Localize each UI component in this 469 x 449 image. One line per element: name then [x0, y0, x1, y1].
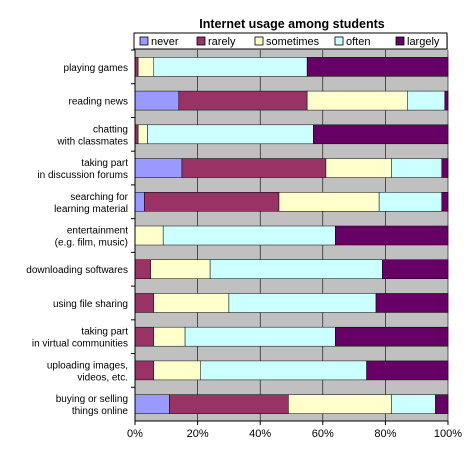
bar-segment-sometimes [150, 259, 211, 279]
bar-segment-largely [366, 360, 449, 381]
category-label-line: chatting [93, 124, 128, 135]
category-label: searching for learning material [54, 192, 129, 215]
bar-segment-sometimes [153, 360, 201, 381]
bar-segment-never [134, 192, 145, 212]
bar-segment-rarely [169, 394, 289, 414]
bar-segment-largely [335, 225, 449, 246]
legend-label-never: never [151, 36, 179, 48]
bar-segment-rarely [134, 259, 151, 279]
legend-swatch-never [139, 36, 149, 46]
category-label-line: using file sharing [53, 299, 128, 310]
category-label-line: playing games [64, 63, 128, 74]
legend-items: never rarely sometimes often largely [139, 36, 440, 48]
bar-segment-largely [306, 57, 449, 77]
bar-segment-never [134, 158, 183, 178]
category-label-line: in virtual communities [32, 339, 128, 350]
bar-segment-rarely [134, 360, 155, 381]
bar-segment-often [391, 158, 442, 178]
category-label-line: (e.g. film, music) [55, 238, 128, 249]
category-label-line: buying or selling [56, 394, 128, 405]
legend-swatch-largely [395, 36, 405, 46]
bar-segment-sometimes [278, 192, 380, 212]
bar-segment-never [134, 394, 170, 414]
bar-segment-rarely [134, 293, 155, 313]
category-label-line: entertainment [67, 226, 128, 237]
bar-segment-sometimes [288, 394, 392, 414]
bar-segment-sometimes [153, 326, 186, 347]
legend-box [133, 32, 448, 50]
x-tick-label: 100% [434, 428, 462, 440]
bar-segment-never [134, 90, 180, 111]
category-label-line: learning material [54, 204, 128, 215]
bar-segment-sometimes [325, 158, 392, 178]
bar-segment-rarely [181, 158, 327, 178]
category-label: using file sharing [53, 299, 128, 310]
bar-segment-largely [441, 158, 449, 178]
bar-segment-often [391, 394, 436, 414]
bar-segment-often [228, 293, 377, 313]
legend-label-rarely: rarely [208, 36, 236, 48]
category-label-line: downloading softwares [26, 265, 128, 276]
category-label-line: in discussion forums [37, 170, 128, 181]
category-label: entertainment (e.g. film, music) [55, 226, 129, 249]
bar-segment-largely [435, 394, 449, 414]
category-label-line: uploading images, [47, 360, 128, 371]
bar-segment-largely [444, 90, 449, 111]
x-tick-label: 40% [249, 428, 271, 440]
legend-label-largely: largely [407, 36, 440, 48]
bar-segment-rarely [144, 192, 280, 212]
bar-segment-sometimes [137, 124, 148, 145]
category-label: buying or selling things online [56, 394, 129, 417]
chart-title: Internet usage among students [199, 17, 384, 31]
bar-segment-often [162, 225, 336, 246]
bar-segment-sometimes [153, 293, 230, 313]
bar-segment-often [407, 90, 446, 111]
category-labels: playing games reading news chatting with cl… [26, 63, 128, 417]
bar-segment-often [153, 57, 308, 77]
legend: never rarely sometimes often largely [133, 32, 448, 50]
bar-segment-sometimes [134, 225, 164, 246]
x-tick-label: 0% [127, 428, 143, 440]
bar-segment-largely [335, 326, 449, 347]
bar-segment-sometimes [137, 57, 155, 77]
category-label-line: searching for [70, 192, 128, 203]
category-label: reading news [69, 97, 128, 108]
legend-label-sometimes: sometimes [266, 36, 320, 48]
category-label: taking part in virtual communities [32, 327, 128, 350]
category-label-line: things online [72, 406, 129, 417]
bar-segment-rarely [134, 326, 155, 347]
category-label: playing games [64, 63, 128, 74]
legend-swatch-sometimes [254, 36, 264, 46]
legend-label-often: often [346, 36, 370, 48]
bar-segment-often [378, 192, 442, 212]
bar-segment-often [200, 360, 367, 381]
legend-swatch-often [334, 36, 344, 46]
bar-segment-rarely [178, 90, 308, 111]
x-tick-label: 20% [187, 428, 209, 440]
category-label: chatting with classmates [56, 124, 128, 147]
category-label: uploading images, videos, etc. [47, 360, 128, 383]
bar-segment-largely [382, 259, 449, 279]
x-axis: 0% 20% 40% 60% 80% 100% [127, 49, 462, 440]
category-label: downloading softwares [26, 265, 128, 276]
category-label-line: taking part [81, 158, 128, 169]
bar-segment-largely [375, 293, 449, 313]
x-tick-label: 80% [374, 428, 396, 440]
bars-layer [134, 50, 449, 421]
category-label-line: with classmates [56, 136, 128, 147]
category-label: taking part in discussion forums [37, 158, 128, 181]
bar-segment-largely [441, 192, 449, 212]
bar-segment-often [147, 124, 314, 145]
bar-segment-largely [313, 124, 449, 145]
bar-segment-sometimes [306, 90, 408, 111]
bar-segment-often [209, 259, 383, 279]
category-label-line: reading news [69, 97, 128, 108]
category-label-line: taking part [81, 327, 128, 338]
bar-segment-often [184, 326, 336, 347]
legend-swatch-rarely [196, 36, 206, 46]
category-label-line: videos, etc. [77, 372, 128, 383]
x-tick-label: 60% [312, 428, 334, 440]
